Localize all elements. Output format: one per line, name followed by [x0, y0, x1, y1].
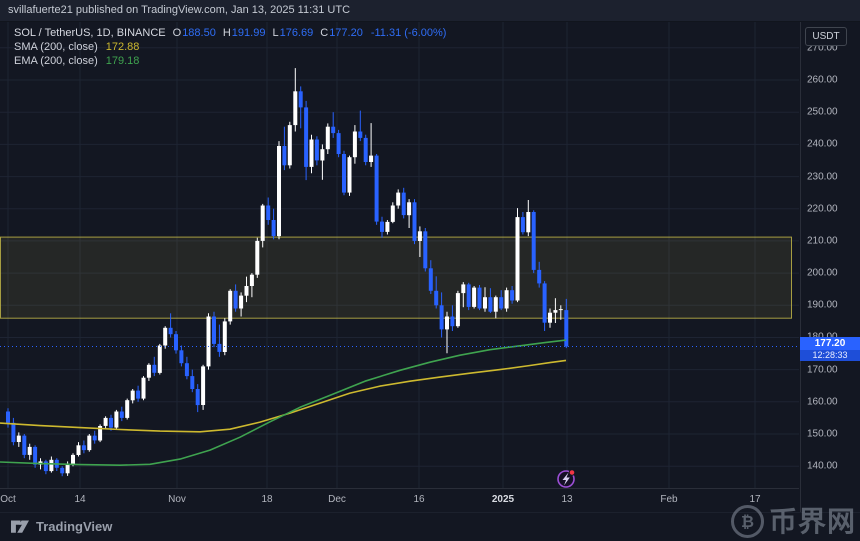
price-tick-label: 200.00: [807, 267, 838, 279]
axis-bottom-divider: [0, 512, 860, 513]
last-price-label: 177.20 12:28:33: [800, 337, 860, 362]
low-label: L: [272, 27, 279, 39]
chart-legend: SOL / TetherUS, 1D, BINANCE O188.50 H191.9…: [14, 27, 446, 69]
price-tick-label: 140.00: [807, 460, 838, 472]
chart-canvas[interactable]: [0, 0, 800, 541]
price-tick-label: 240.00: [807, 138, 838, 150]
price-axis[interactable]: USDT 270.00 260.00 250.00 240.00 230.00 220.0…: [800, 22, 860, 512]
time-tick-label: 16: [413, 494, 425, 505]
ohlc-values: O188.50 H191.99 L176.69 C177.20 -11.31 (-6.0…: [166, 27, 447, 39]
change-value: -11.31 (-6.00%): [370, 27, 447, 39]
price-tick-label: 230.00: [807, 171, 838, 183]
low-value: 176.69: [279, 27, 314, 39]
sma-value: 172.88: [105, 41, 140, 53]
high-value: 191.99: [231, 27, 266, 39]
time-tick-label: Feb: [660, 494, 678, 505]
price-tick-label: 190.00: [807, 299, 838, 311]
time-tick-label: 13: [561, 494, 573, 505]
sma-legend-row[interactable]: SMA (200, close) 172.88: [14, 41, 446, 54]
sma-label[interactable]: SMA (200, close): [14, 41, 98, 53]
tradingview-brand-text: TradingView: [36, 518, 113, 534]
time-tick-label: 17: [749, 494, 761, 505]
time-tick-label: Oct: [0, 494, 16, 505]
price-tick-label: 170.00: [807, 364, 838, 376]
symbol-legend-row: SOL / TetherUS, 1D, BINANCE O188.50 H191.9…: [14, 27, 446, 40]
coin-logo-icon: ₿: [730, 505, 764, 538]
ema-legend-row[interactable]: EMA (200, close) 179.18: [14, 55, 446, 68]
currency-toggle-button[interactable]: USDT: [805, 27, 847, 46]
tradingview-attribution[interactable]: TradingView: [10, 515, 112, 537]
price-tick-label: 250.00: [807, 106, 838, 118]
ema-label[interactable]: EMA (200, close): [14, 55, 98, 67]
close-value: 177.20: [329, 27, 363, 39]
tradingview-logo-icon: [11, 520, 29, 533]
time-tick-label: 2025: [491, 494, 515, 505]
time-axis[interactable]: Oct 14 Nov 18 Dec 16 2025 13 Feb 17: [0, 488, 799, 513]
ema-value: 179.18: [105, 55, 140, 67]
event-marker-icon[interactable]: [557, 469, 576, 488]
price-tick-label: 220.00: [807, 203, 838, 215]
open-label: O: [172, 27, 182, 39]
time-tick-label: Nov: [168, 494, 186, 505]
time-tick-label: 14: [74, 494, 86, 505]
price-tick-label: 260.00: [807, 74, 838, 86]
price-tick-label: 270.00: [807, 42, 838, 54]
published-info: svillafuerte21 published on TradingView.…: [8, 4, 351, 16]
price-tick-label: 210.00: [807, 235, 838, 247]
published-bar: svillafuerte21 published on TradingView.…: [0, 0, 860, 22]
close-label: C: [320, 27, 329, 39]
symbol-title[interactable]: SOL / TetherUS, 1D, BINANCE: [14, 27, 166, 39]
time-tick-label: 18: [261, 494, 273, 505]
site-watermark: ₿ 币界网: [730, 505, 856, 538]
price-tick-label: 160.00: [807, 396, 838, 408]
bar-countdown: 12:28:33: [800, 350, 860, 362]
last-price-value: 177.20: [800, 337, 860, 351]
watermark-text: 币界网: [768, 505, 856, 538]
price-tick-label: 150.00: [807, 428, 838, 440]
high-label: H: [222, 27, 231, 39]
time-tick-label: Dec: [328, 494, 346, 505]
open-value: 188.50: [182, 27, 216, 39]
price-tick-label: 180.00: [807, 332, 838, 343]
